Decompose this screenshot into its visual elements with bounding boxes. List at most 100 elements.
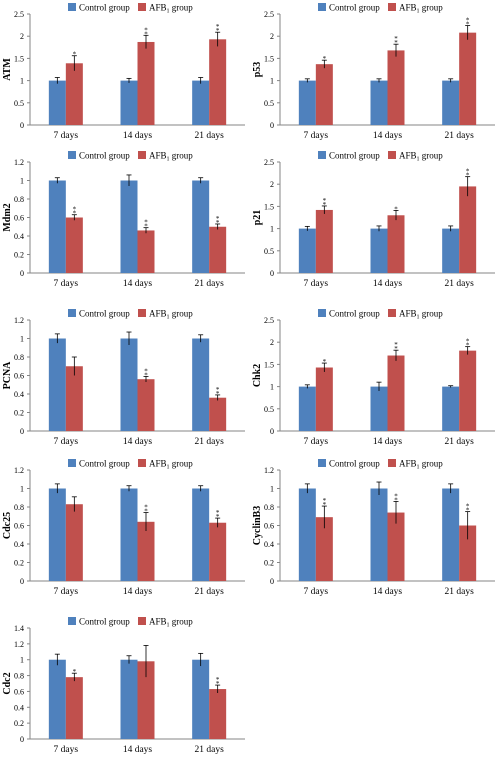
bar-afb-0 [315, 64, 333, 125]
significance-marker: * [323, 497, 327, 505]
y-tick-label: 1.2 [264, 466, 274, 475]
y-axis-label: CyclinB3 [252, 506, 263, 545]
chart-panel-pcna: 0 0.2 0.4 0.6 0.8 1 1.2 PCNA Control group AFB1 g… [0, 306, 250, 456]
x-tick-label: 21 days [195, 745, 225, 755]
legend-label-control: Control group [329, 309, 380, 319]
chart-panel-p53: 0 0.5 1 1.5 2 2.5 p53 Control group AFB1 group * 7… [250, 0, 500, 150]
chart-svg: 0 0.5 1 1.5 2 2.5 p53 Control group AFB1 group * 7… [252, 3, 495, 141]
bar-afb-0 [65, 217, 83, 273]
x-tick-label: 14 days [123, 279, 153, 289]
bar-afb-2 [459, 350, 477, 431]
bar-control-0 [298, 488, 316, 581]
bar-afb-1 [387, 50, 405, 125]
y-tick-label: 0.2 [14, 559, 24, 568]
y-axis-label: Chk2 [252, 364, 263, 387]
y-tick-label: 0.4 [14, 232, 24, 241]
bar-control-0 [48, 180, 66, 273]
y-axis-label: p53 [252, 62, 263, 78]
y-axis-label: Mdm2 [2, 203, 13, 231]
chart-panel-mdm2: 0 0.2 0.4 0.6 0.8 1 1.2 Mdm2 Control group AFB1 g… [0, 148, 250, 298]
y-tick-label: 0 [20, 269, 24, 278]
bar-afb-2 [209, 39, 227, 125]
legend-swatch-control [318, 151, 326, 159]
legend: Control group AFB1 group [68, 617, 193, 629]
y-tick-label: 0 [270, 269, 274, 278]
significance-marker: * [216, 27, 220, 35]
bar-afb-1 [137, 521, 155, 581]
y-tick-label: 1 [270, 383, 274, 392]
y-tick-label: 0 [270, 577, 274, 586]
y-tick-label: 0.6 [264, 522, 274, 531]
x-tick-label: 14 days [123, 437, 153, 447]
legend-swatch-afb [138, 617, 146, 625]
significance-marker: * [323, 201, 327, 209]
significance-marker: * [323, 501, 327, 509]
significance-marker: * [394, 35, 398, 43]
significance-marker: * [323, 358, 327, 366]
bar-control-2 [192, 180, 210, 273]
y-tick-label: 1.5 [14, 54, 24, 63]
y-tick-label: 1 [20, 485, 24, 494]
y-tick-label: 1.2 [14, 316, 24, 325]
chart-svg: 0 0.2 0.4 0.6 0.8 1 1.2 PCNA Control group AFB1 g… [2, 309, 245, 447]
bar-control-1 [370, 488, 388, 581]
bar-afb-1 [137, 661, 155, 739]
chart-panel-p21: 0 0.5 1 1.5 2 2.5 p21 Control group AFB1 group * *… [250, 148, 500, 298]
y-tick-label: 0.6 [14, 687, 24, 696]
legend-label-control: Control group [329, 3, 380, 13]
y-axis-label: p21 [252, 210, 263, 226]
chart-svg: 0 0.2 0.4 0.6 0.8 1 1.2 Cdc25 Control group AFB1 … [2, 459, 245, 597]
x-tick-label: 14 days [123, 587, 153, 597]
significance-marker: * [466, 172, 470, 180]
significance-marker: * [466, 503, 470, 511]
significance-marker: * [216, 386, 220, 394]
bar-control-1 [120, 80, 138, 125]
y-tick-label: 2.5 [14, 10, 24, 19]
legend: Control group AFB1 group [318, 3, 443, 15]
y-tick-label: 1 [20, 177, 24, 186]
y-tick-label: 0.5 [264, 247, 274, 256]
x-tick-label: 14 days [123, 131, 153, 141]
y-tick-label: 1.5 [264, 360, 274, 369]
significance-marker: * [144, 223, 148, 231]
legend: Control group AFB1 group [68, 309, 193, 321]
legend-label-afb: AFB1 group [149, 459, 193, 471]
y-axis-label: Cdc25 [2, 512, 13, 539]
x-tick-label: 21 days [445, 279, 475, 289]
legend-swatch-afb [388, 3, 396, 11]
legend-label-control: Control group [329, 151, 380, 161]
legend-label-afb: AFB1 group [149, 151, 193, 163]
legend-label-afb: AFB1 group [399, 309, 443, 321]
significance-marker: * [466, 17, 470, 25]
y-tick-label: 1.2 [14, 158, 24, 167]
y-tick-label: 0.8 [264, 503, 274, 512]
legend-label-control: Control group [79, 617, 130, 627]
bar-control-2 [442, 228, 460, 273]
y-tick-label: 0 [20, 121, 24, 130]
y-tick-label: 0 [20, 735, 24, 744]
x-tick-label: 21 days [445, 437, 475, 447]
bar-control-1 [370, 228, 388, 273]
y-tick-label: 1.2 [14, 640, 24, 649]
y-tick-label: 0.6 [14, 522, 24, 531]
legend: Control group AFB1 group [318, 151, 443, 163]
significance-marker: * [216, 513, 220, 521]
y-tick-label: 0.4 [14, 703, 24, 712]
bar-afb-1 [387, 512, 405, 581]
legend-label-afb: AFB1 group [149, 617, 193, 629]
bar-afb-1 [137, 230, 155, 273]
bar-control-1 [120, 338, 138, 431]
significance-marker: * [394, 205, 398, 213]
bar-afb-0 [315, 367, 333, 431]
x-tick-label: 14 days [373, 437, 403, 447]
legend-label-control: Control group [79, 151, 130, 161]
bar-afb-1 [387, 355, 405, 431]
bar-control-0 [298, 228, 316, 273]
x-tick-label: 21 days [195, 587, 225, 597]
chart-svg: 0 0.5 1 1.5 2 2.5 Chk2 Control group AFB1 group *… [252, 309, 495, 447]
x-tick-label: 14 days [373, 279, 403, 289]
legend-swatch-afb [388, 309, 396, 317]
bar-control-2 [192, 338, 210, 431]
bar-afb-2 [209, 397, 227, 431]
significance-marker: * [144, 30, 148, 38]
